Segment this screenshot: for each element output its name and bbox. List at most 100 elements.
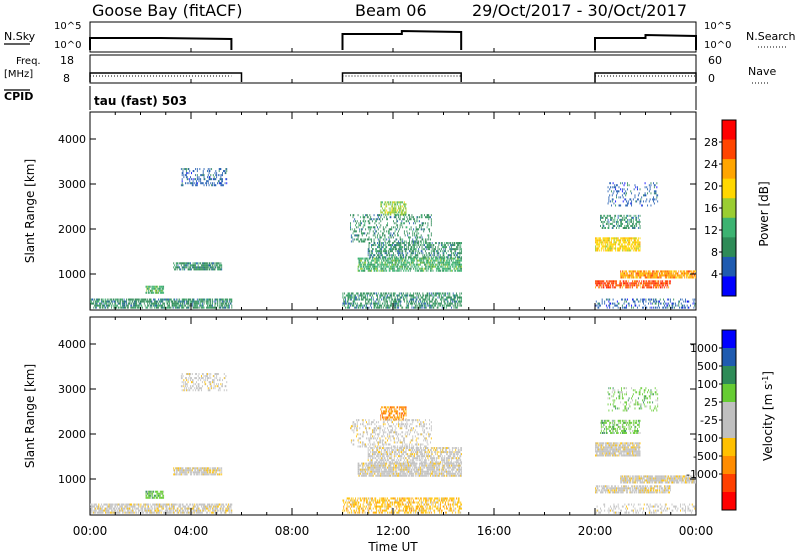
heat-cell <box>649 188 651 191</box>
heat-cell <box>209 178 211 181</box>
heat-cell <box>207 174 209 177</box>
heat-cell <box>428 252 430 255</box>
heat-cell <box>435 302 437 305</box>
heat-cell <box>413 294 415 297</box>
heat-cell <box>350 296 352 299</box>
heat-cell <box>632 284 633 287</box>
heat-cell <box>379 296 381 299</box>
heat-cell <box>213 176 215 179</box>
heat-cell <box>605 249 607 252</box>
heat-cell <box>666 286 668 289</box>
heat-cell <box>144 503 146 506</box>
heat-cell <box>118 511 120 514</box>
heat-cell <box>211 304 213 307</box>
heat-cell <box>213 268 215 271</box>
heat-cell <box>637 300 639 303</box>
heat-cell <box>627 274 629 277</box>
heat-cell <box>451 265 453 268</box>
heat-cell <box>367 252 369 255</box>
heat-cell <box>429 252 431 255</box>
heat-cell <box>642 298 643 301</box>
heat-cell <box>626 247 627 250</box>
heat-cell <box>616 241 617 244</box>
heat-cell <box>359 263 361 266</box>
heat-cell <box>659 284 661 287</box>
heat-cell <box>601 298 603 301</box>
heat-cell <box>434 250 436 253</box>
heat-cell <box>98 503 100 506</box>
heat-cell <box>386 304 388 307</box>
heat-cell <box>382 218 383 221</box>
heat-cell <box>202 262 204 265</box>
heat-cell <box>623 241 625 244</box>
heat-cell <box>637 284 638 287</box>
heat-cell <box>182 306 184 309</box>
heat-cell <box>386 205 388 208</box>
heat-cell <box>658 282 659 285</box>
heat-cell <box>600 284 602 287</box>
heat-cell <box>673 298 675 301</box>
heat-cell <box>117 298 119 301</box>
heat-cell <box>607 243 609 246</box>
heat-cell <box>398 242 400 245</box>
heat-cell <box>364 224 366 227</box>
heat-cell <box>111 503 112 506</box>
heat-cell <box>410 261 412 264</box>
heat-cell <box>370 218 372 221</box>
heat-cell <box>400 244 402 247</box>
heat-cell <box>623 306 625 309</box>
heat-cell <box>631 192 633 195</box>
heat-cell <box>623 284 625 287</box>
heat-cell <box>97 511 99 514</box>
heat-cell <box>171 304 173 307</box>
heat-cell <box>436 267 438 270</box>
heat-cell <box>412 240 414 243</box>
heat-cell <box>345 298 346 301</box>
heat-cell <box>638 270 640 273</box>
heat-cell <box>456 257 458 260</box>
heat-cell <box>224 302 226 305</box>
heat-cell <box>450 257 452 260</box>
heat-cell <box>411 250 413 253</box>
heat-cell <box>111 300 112 303</box>
heat-cell <box>439 263 441 266</box>
heat-cell <box>196 268 197 271</box>
heat-cell <box>221 178 223 181</box>
heat-cell <box>369 214 371 217</box>
heat-cell <box>665 276 667 279</box>
heat-cell <box>597 239 599 242</box>
heat-cell <box>616 237 617 240</box>
heat-cell <box>605 226 606 229</box>
heat-cell <box>672 304 674 307</box>
heat-cell <box>457 242 459 245</box>
heat-cell <box>123 507 125 510</box>
heat-cell <box>609 247 611 250</box>
heat-cell <box>147 287 149 290</box>
heat-cell <box>444 298 446 301</box>
heat-cell <box>427 244 429 247</box>
heat-cell <box>391 211 393 214</box>
heat-cell <box>457 269 459 272</box>
heat-cell <box>625 274 627 277</box>
heat-cell <box>355 230 357 233</box>
heat-cell <box>420 214 422 217</box>
heat-cell <box>657 274 659 277</box>
heat-cell <box>158 302 160 305</box>
heat-cell <box>128 300 130 303</box>
heat-cell <box>637 226 639 229</box>
heat-cell <box>100 503 102 506</box>
heat-cell <box>604 300 606 303</box>
heat-cell <box>111 509 112 512</box>
heat-cell <box>446 304 447 307</box>
heat-cell <box>460 304 462 307</box>
heat-cell <box>606 216 608 219</box>
heat-cell <box>430 304 431 307</box>
heat-cell <box>621 276 623 279</box>
heat-cell <box>420 240 422 243</box>
heat-cell <box>631 218 633 221</box>
heat-cell <box>385 302 387 305</box>
heat-cell <box>653 284 655 287</box>
heat-cell <box>430 292 432 295</box>
heat-cell <box>111 302 113 305</box>
heat-cell <box>403 292 404 295</box>
